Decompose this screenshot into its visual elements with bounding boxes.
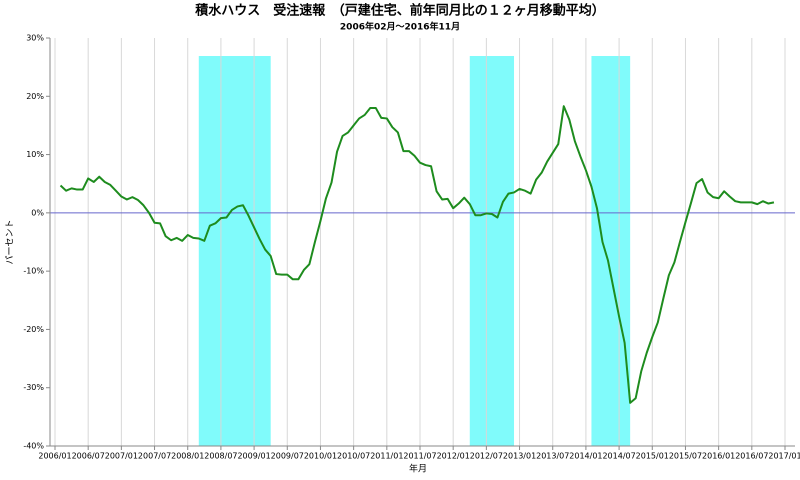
y-tick-label: -20%	[23, 325, 44, 334]
y-tick-label: 10%	[26, 150, 44, 159]
x-tick-label: 2006/01	[38, 452, 71, 461]
y-axis-label: パーセント	[5, 219, 16, 264]
x-tick-label: 2013/01	[503, 452, 536, 461]
x-tick-label: 2015/01	[636, 452, 669, 461]
x-tick-label: 2013/07	[536, 452, 569, 461]
x-tick-label: 2014/07	[602, 452, 635, 461]
y-tick-label: 20%	[26, 92, 44, 101]
y-tick-label: -30%	[23, 383, 44, 392]
y-tick-label: 0%	[31, 208, 44, 217]
y-tick-label: -10%	[23, 267, 44, 276]
x-tick-label: 2015/07	[669, 452, 702, 461]
x-tick-label: 2014/01	[569, 452, 602, 461]
chart-title: 積水ハウス 受注速報 （戸建住宅、前年同月比の１２ヶ月移動平均）	[194, 3, 605, 19]
x-tick-label: 2008/07	[204, 452, 237, 461]
x-tick-label: 2017/01	[768, 452, 800, 461]
shaded-period	[469, 56, 515, 446]
x-tick-label: 2008/01	[171, 452, 204, 461]
data-line	[59, 105, 775, 404]
x-tick-label: 2009/07	[271, 452, 304, 461]
x-tick-label: 2011/01	[370, 452, 403, 461]
shaded-period	[198, 56, 271, 446]
y-tick-label: 30%	[26, 34, 44, 43]
x-tick-label: 2016/07	[735, 452, 768, 461]
x-tick-label: 2009/01	[237, 452, 270, 461]
chart-subtitle: 2006年02月～2016年11月	[340, 21, 460, 33]
x-tick-label: 2007/01	[105, 452, 138, 461]
x-tick-label: 2010/07	[337, 452, 370, 461]
shaded-period	[591, 56, 631, 446]
x-tick-label: 2012/07	[470, 452, 503, 461]
y-tick-label: -40%	[23, 442, 44, 451]
x-axis-label: 年月	[409, 463, 427, 475]
x-tick-label: 2011/07	[403, 452, 436, 461]
x-tick-label: 2007/07	[138, 452, 171, 461]
x-tick-label: 2010/01	[304, 452, 337, 461]
x-tick-label: 2012/01	[437, 452, 470, 461]
x-tick-label: 2006/07	[72, 452, 105, 461]
x-tick-label: 2016/01	[702, 452, 735, 461]
